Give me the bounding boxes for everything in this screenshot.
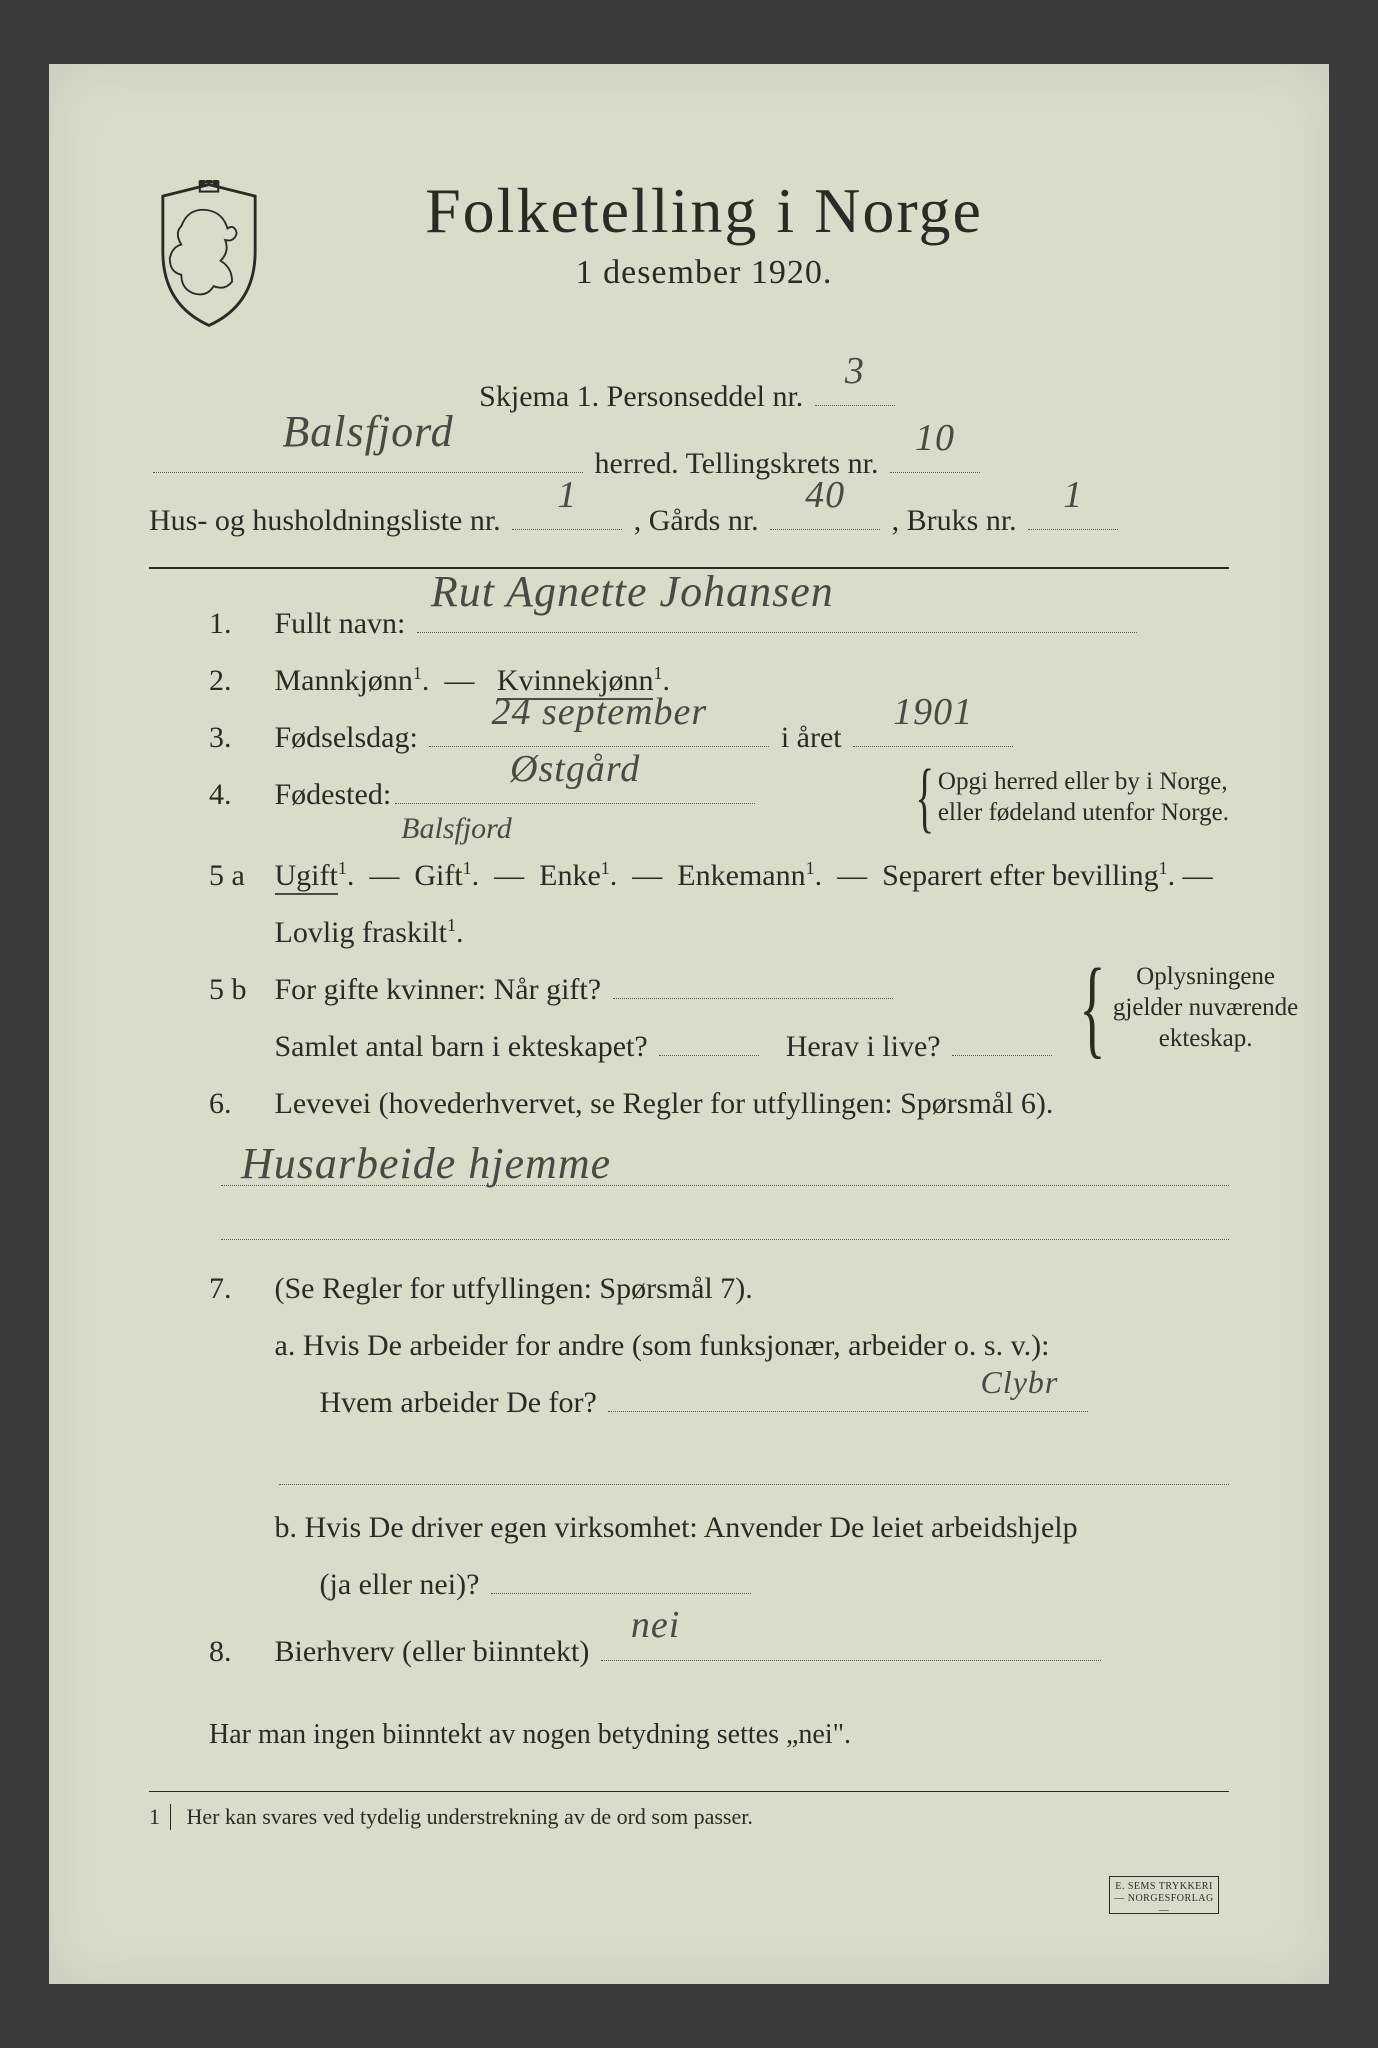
- census-form-page: Folketelling i Norge 1 desember 1920. Sk…: [49, 64, 1329, 1984]
- q6-num: 6.: [209, 1075, 267, 1132]
- q6-label: Levevei (hovederhvervet, se Regler for u…: [275, 1087, 1054, 1120]
- q5a-tail: Lovlig fraskilt: [275, 916, 447, 949]
- q5b-label-a: For gifte kvinner: Når gift?: [275, 973, 602, 1006]
- stamp-line1: E. SEMS TRYKKERI: [1110, 1881, 1218, 1893]
- q8-num: 8.: [209, 1623, 267, 1680]
- q5b-label-b: Samlet antal barn i ekteskapet?: [275, 1030, 648, 1063]
- q2-opt-a: Mannkjønn: [275, 664, 413, 697]
- q4-num: 4.: [209, 766, 267, 823]
- q7b-label2: (ja eller nei)?: [320, 1568, 480, 1601]
- q7a-row2: Hvem arbeider De for? Clybr: [149, 1374, 1229, 1431]
- personseddel-nr: 3: [815, 335, 895, 407]
- q5b-label-c: Herav i live?: [786, 1030, 941, 1063]
- q5a-opt-4: Separert efter bevilling: [882, 859, 1159, 892]
- q5b-num: 5 b: [209, 961, 267, 1018]
- page-subtitle: 1 desember 1920.: [299, 254, 1109, 292]
- q6-answer-line-2: [221, 1192, 1229, 1240]
- q8-value: nei: [601, 1589, 1101, 1661]
- q7b-row: b. Hvis De driver egen virksomhet: Anven…: [149, 1499, 1229, 1556]
- q1-row: 1. Fullt navn: Rut Agnette Johansen: [149, 595, 1229, 652]
- q5b-note-c: ekteskap.: [1159, 1025, 1253, 1052]
- stamp-line2: — NORGESFORLAG —: [1110, 1893, 1218, 1917]
- q7a-value: Clybr: [608, 1352, 1088, 1413]
- q4-value: Østgård: [395, 733, 755, 805]
- q7-label: (Se Regler for utfyllingen: Spørsmål 7).: [275, 1272, 753, 1305]
- q5a-opt-2: Enke: [539, 859, 601, 892]
- header: Folketelling i Norge 1 desember 1920.: [149, 174, 1229, 330]
- gards-nr: 40: [770, 459, 880, 531]
- coat-of-arms-icon: [149, 180, 269, 330]
- q2-num: 2.: [209, 652, 267, 709]
- footer-note: Har man ingen biinntekt av nogen betydni…: [149, 1708, 1229, 1761]
- bruks-nr: 1: [1028, 459, 1118, 531]
- bruks-label: , Bruks nr.: [892, 504, 1017, 537]
- q5b-note-b: gjelder nuværende: [1113, 994, 1298, 1021]
- hush-label: Hus- og husholdningsliste nr.: [149, 504, 501, 537]
- gards-label: , Gårds nr.: [634, 504, 759, 537]
- q6-row: 6. Levevei (hovederhvervet, se Regler fo…: [149, 1075, 1229, 1132]
- q5a-row: 5 a Ugift1. — Gift1. — Enke1. — Enkemann…: [149, 847, 1229, 904]
- tellingskrets-nr: 10: [890, 402, 980, 474]
- q3-year-label: i året: [781, 721, 842, 754]
- q5b-note-a: Oplysningene: [1136, 963, 1275, 990]
- q5b-note: { Oplysningene gjelder nuværende ekteska…: [1066, 961, 1298, 1055]
- footnote: 1 Her kan svares ved tydelig understrekn…: [149, 1804, 1229, 1830]
- q5b-row: 5 b For gifte kvinner: Når gift? Samlet …: [149, 961, 1229, 1075]
- title-block: Folketelling i Norge 1 desember 1920.: [299, 174, 1229, 292]
- q5a-opt-1: Gift: [414, 859, 462, 892]
- q1-label: Fullt navn:: [275, 607, 406, 640]
- q4-label: Fødested:: [275, 778, 392, 811]
- divider-thin: [149, 1791, 1229, 1792]
- q4-note-b: eller fødeland utenfor Norge.: [938, 799, 1229, 826]
- page-title: Folketelling i Norge: [299, 174, 1109, 248]
- liste-nr: 1: [512, 459, 622, 531]
- q5a-opt-0: Ugift: [275, 859, 338, 895]
- q4-row: 4. Fødested: Østgård Balsfjord { Opgi he…: [149, 766, 1229, 829]
- q4-value2: Balsfjord: [401, 800, 512, 857]
- q6-answer-line: Husarbeide hjemme: [221, 1138, 1229, 1186]
- q5a-num: 5 a: [209, 847, 267, 904]
- q6-value: Husarbeide hjemme: [241, 1138, 611, 1189]
- printer-stamp: E. SEMS TRYKKERI — NORGESFORLAG —: [1109, 1876, 1219, 1914]
- q8-row: 8. Bierhverv (eller biinntekt) nei: [149, 1623, 1229, 1680]
- q7-num: 7.: [209, 1260, 267, 1317]
- q1-value: Rut Agnette Johansen: [417, 550, 1137, 634]
- q5a-row2: Lovlig fraskilt1.: [149, 904, 1229, 961]
- q4-note: { Opgi herred eller by i Norge, eller fø…: [906, 766, 1229, 829]
- q7a-label2: Hvem arbeider De for?: [320, 1386, 597, 1419]
- footnote-text: Her kan svares ved tydelig understreknin…: [187, 1804, 753, 1829]
- q7b-label: b. Hvis De driver egen virksomhet: Anven…: [275, 1511, 1078, 1544]
- q7a-answer-line: [279, 1437, 1229, 1485]
- q3-num: 3.: [209, 709, 267, 766]
- hush-row: Hus- og husholdningsliste nr. 1 , Gårds …: [149, 492, 1229, 549]
- footnote-num: 1: [149, 1804, 171, 1830]
- q7-row: 7. (Se Regler for utfyllingen: Spørsmål …: [149, 1260, 1229, 1317]
- q5a-opt-3: Enkemann: [677, 859, 805, 892]
- q8-label: Bierhverv (eller biinntekt): [275, 1635, 590, 1668]
- q1-num: 1.: [209, 595, 267, 652]
- q4-note-a: Opgi herred eller by i Norge,: [938, 768, 1228, 795]
- q3-year: 1901: [853, 676, 1013, 748]
